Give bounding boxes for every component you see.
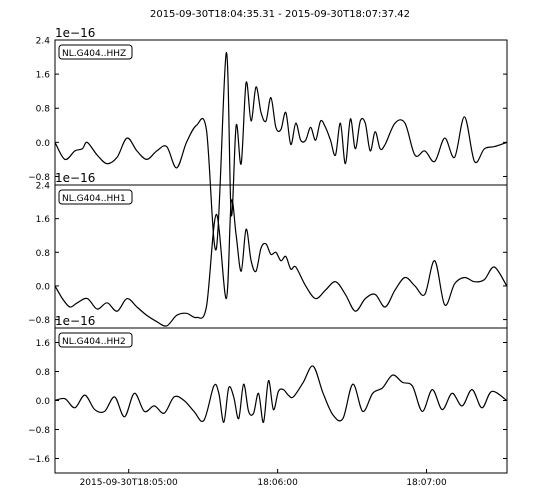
y-tick-label: 0.0 — [36, 282, 51, 292]
channel-label: NL.G404..HH2 — [62, 337, 126, 347]
channel-label-frame — [58, 189, 133, 205]
waveform-hh1 — [54, 199, 508, 327]
y-tick-label: 0.8 — [36, 105, 51, 115]
y-tick-label: 1.6 — [36, 339, 51, 349]
waveform-hhz — [54, 52, 507, 251]
y-tick-label: 1.6 — [36, 71, 51, 81]
y-tick-label: −0.8 — [28, 173, 50, 183]
y-tick-label: 2.4 — [36, 37, 51, 47]
trace-panel-hhz: 1e−16 −0.8 0.0 0.8 1.6 2.4 NL.G404..HHZ — [28, 26, 508, 251]
chart-title: 2015-09-30T18:04:35.31 - 2015-09-30T18:0… — [150, 9, 410, 20]
y-tick-label: −0.8 — [28, 426, 50, 436]
x-tick-label: 18:06:00 — [257, 478, 298, 488]
axes-frame — [54, 327, 508, 474]
channel-label-box: NL.G404..HHZ — [58, 44, 133, 60]
channel-label-frame — [58, 332, 133, 348]
offset-label: 1e−16 — [55, 314, 95, 328]
axes-frame — [54, 39, 508, 186]
channel-label: NL.G404..HHZ — [62, 49, 126, 59]
x-tick-label: 18:07:00 — [406, 478, 447, 488]
y-tick-label: 0.8 — [36, 368, 51, 378]
y-ticks: −1.6 −0.8 0.0 0.8 1.6 — [28, 339, 507, 465]
y-tick-label: 2.4 — [36, 182, 51, 192]
y-tick-label: 0.8 — [36, 249, 51, 259]
y-ticks: −0.8 0.0 0.8 1.6 2.4 — [28, 182, 507, 326]
trace-panel-hh2: 1e−16 −1.6 −0.8 0.0 0.8 1.6 2015-09-30T18:05… — [28, 314, 508, 488]
y-tick-label: −1.6 — [28, 455, 50, 465]
channel-label-box: NL.G404..HH2 — [58, 332, 133, 348]
y-tick-label: −0.8 — [28, 316, 50, 326]
channel-label-frame — [58, 44, 133, 60]
waveform-hh2 — [54, 365, 508, 423]
axes-frame — [54, 184, 508, 329]
y-tick-label: 0.0 — [36, 139, 51, 149]
offset-label: 1e−16 — [55, 26, 95, 40]
trace-panel-hh1: 1e−16 −0.8 0.0 0.8 1.6 2.4 NL.G404..HH1 — [28, 171, 508, 329]
offset-label: 1e−16 — [55, 171, 95, 185]
channel-label-box: NL.G404..HH1 — [58, 189, 133, 205]
y-ticks: −0.8 0.0 0.8 1.6 2.4 — [28, 37, 507, 183]
channel-label: NL.G404..HH1 — [62, 194, 126, 204]
x-ticks: 2015-09-30T18:05:00 18:06:00 18:07:00 — [80, 469, 447, 488]
y-tick-label: 1.6 — [36, 215, 51, 225]
y-tick-label: 0.0 — [36, 397, 51, 407]
x-tick-label: 2015-09-30T18:05:00 — [80, 478, 178, 488]
